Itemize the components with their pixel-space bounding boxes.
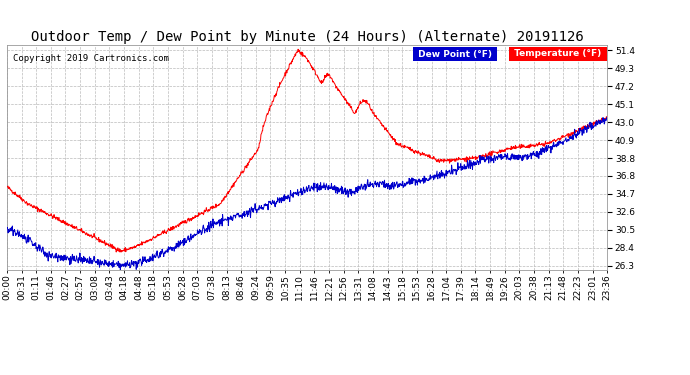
Text: Copyright 2019 Cartronics.com: Copyright 2019 Cartronics.com (13, 54, 169, 63)
Text: Temperature (°F): Temperature (°F) (511, 50, 604, 58)
Text: Dew Point (°F): Dew Point (°F) (415, 50, 495, 58)
Title: Outdoor Temp / Dew Point by Minute (24 Hours) (Alternate) 20191126: Outdoor Temp / Dew Point by Minute (24 H… (30, 30, 584, 44)
